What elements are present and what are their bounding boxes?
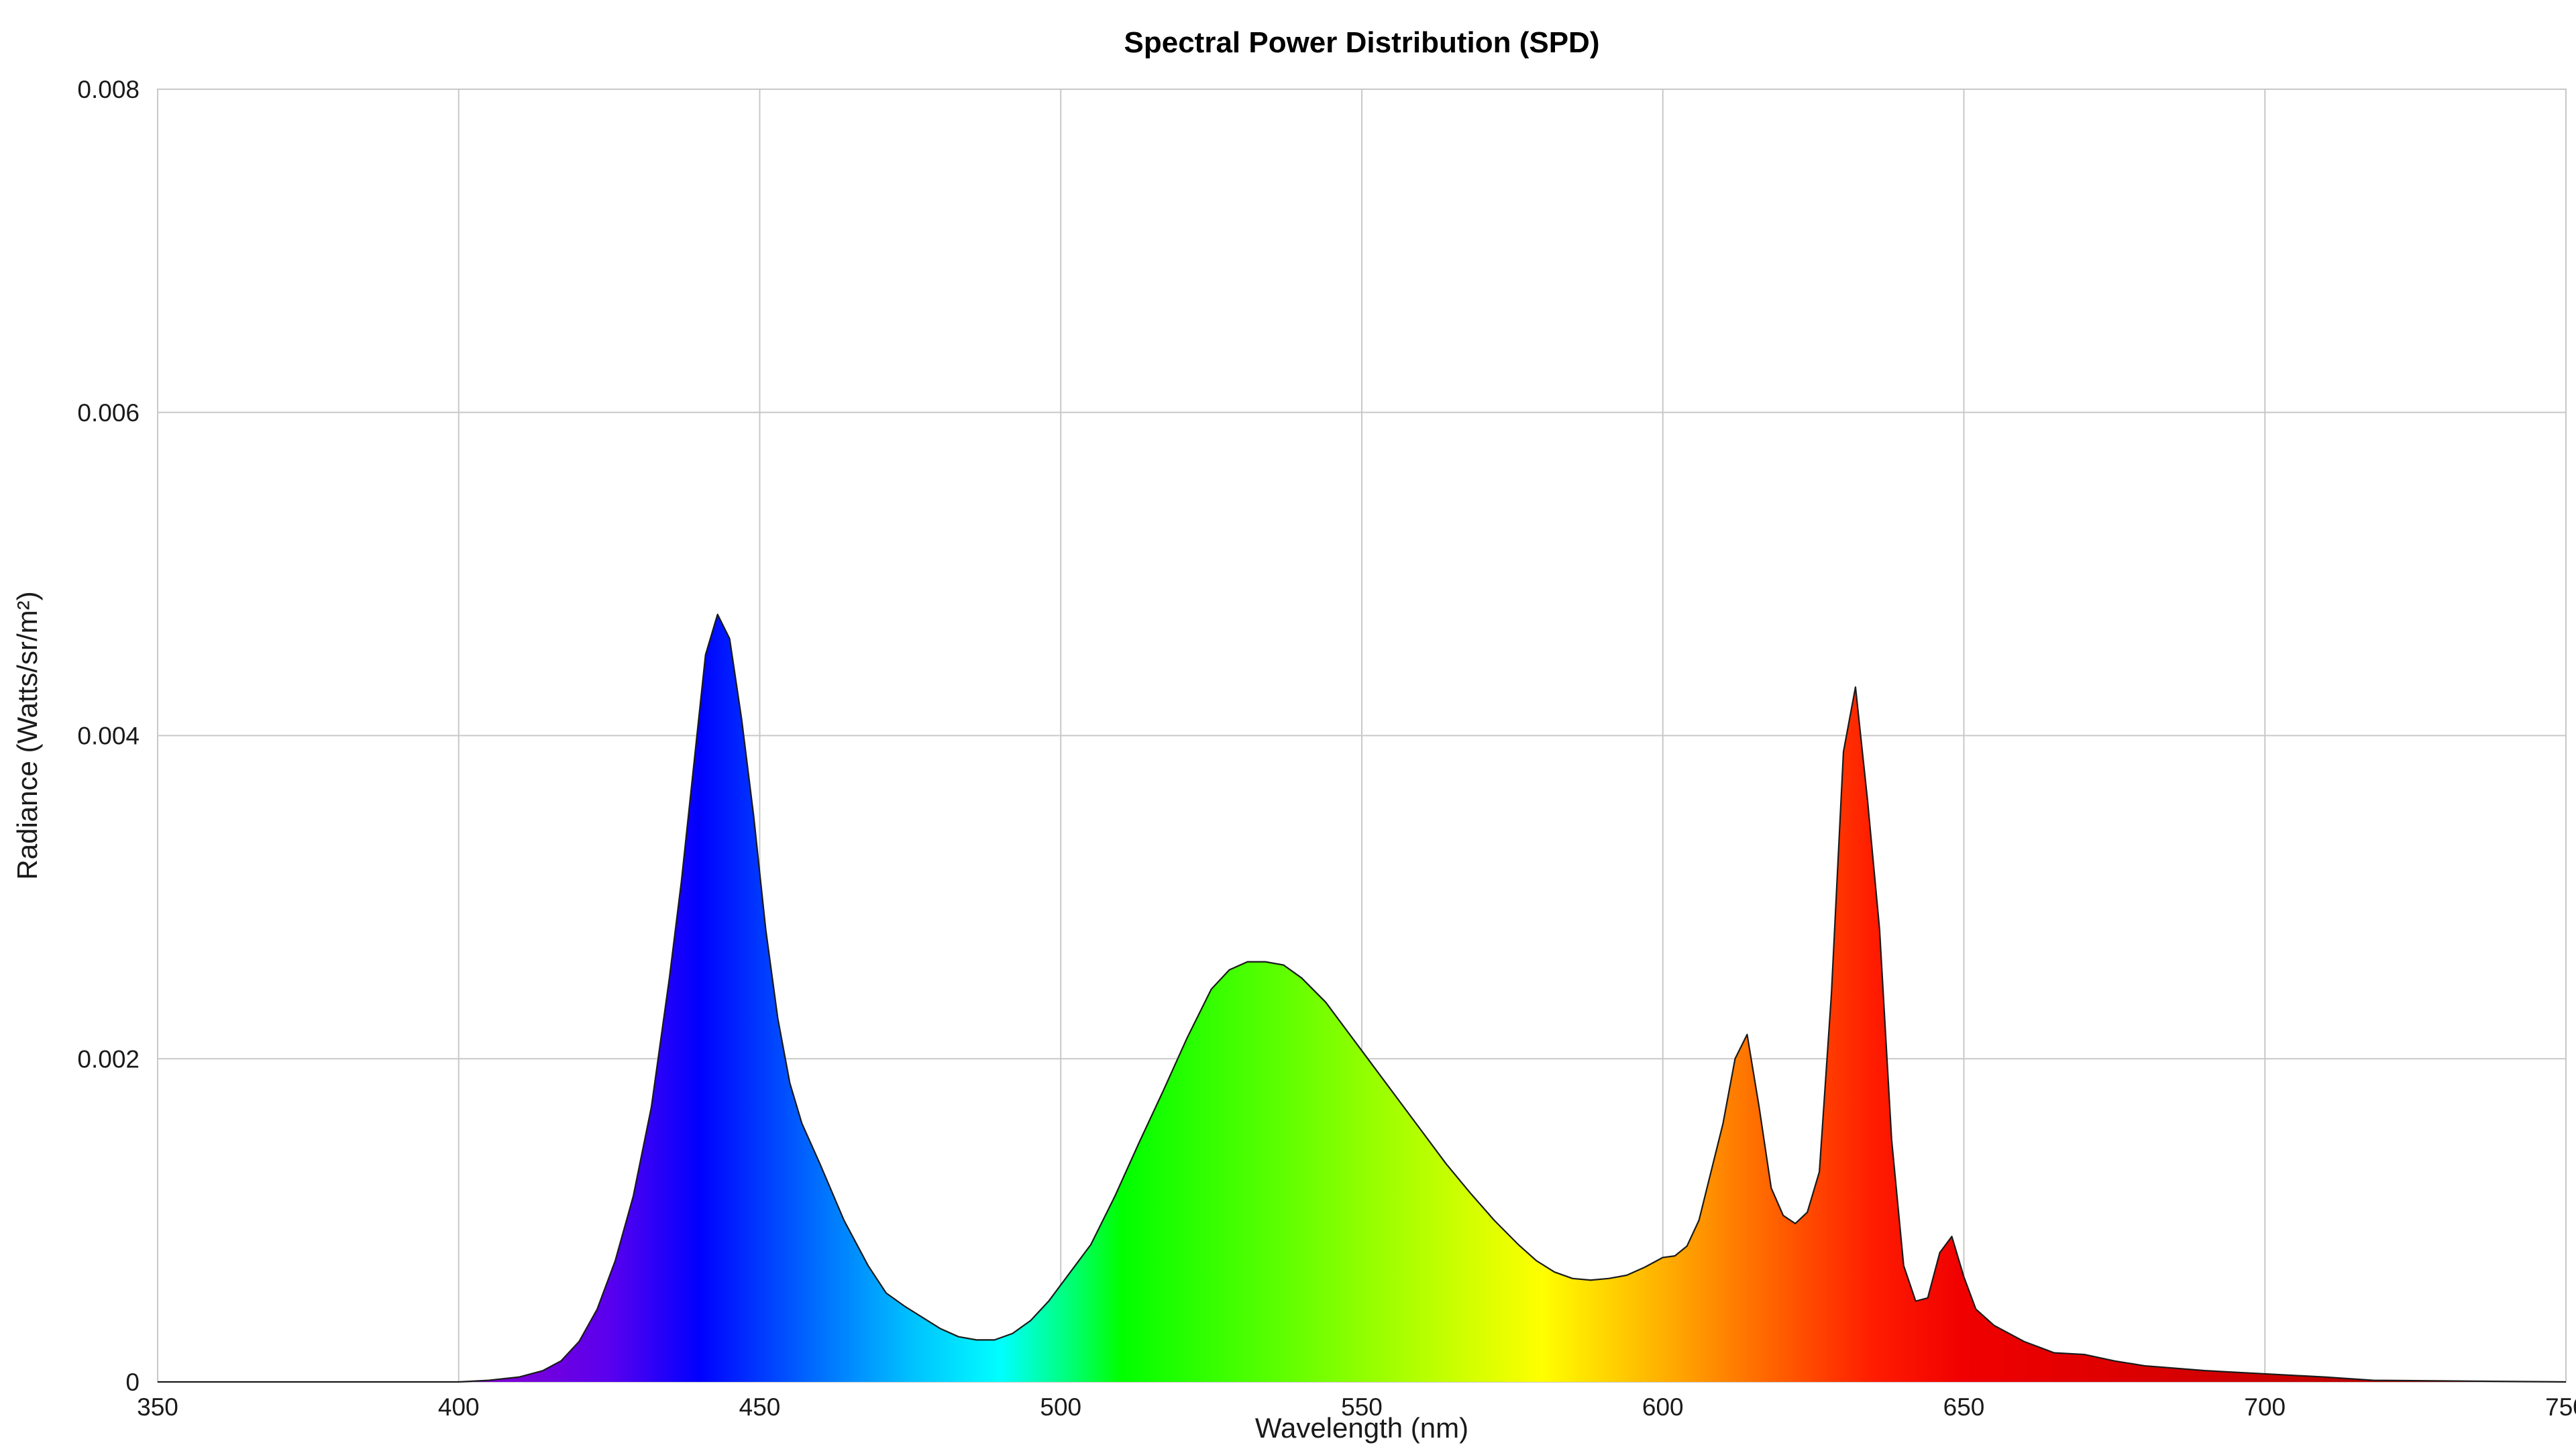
x-tick-label: 600	[1642, 1393, 1684, 1421]
x-axis-ticks: 350 400 450 500 550 600 650 700 750	[137, 1393, 2576, 1421]
x-axis-title: Wavelength (nm)	[1255, 1412, 1468, 1444]
y-axis-ticks: 0 0.002 0.004 0.006 0.008	[77, 76, 140, 1396]
y-axis-title: Radiance (Watts/sr/m²)	[11, 591, 43, 879]
x-tick-label: 500	[1040, 1393, 1081, 1421]
x-tick-label: 350	[137, 1393, 178, 1421]
x-tick-label: 650	[1943, 1393, 1985, 1421]
spectrum-curve-line	[158, 613, 2567, 1383]
x-tick-label: 750	[2545, 1393, 2576, 1421]
y-tick-label: 0.006	[77, 399, 140, 427]
y-tick-label: 0.008	[77, 76, 140, 103]
x-tick-label: 400	[438, 1393, 480, 1421]
chart-title: Spectral Power Distribution (SPD)	[1124, 26, 1600, 59]
x-tick-label: 550	[1341, 1393, 1383, 1421]
y-tick-label: 0.002	[77, 1045, 140, 1073]
spectrum-area	[158, 614, 2566, 1382]
x-tick-label: 700	[2244, 1393, 2286, 1421]
y-tick-label: 0.004	[77, 722, 140, 750]
x-tick-label: 450	[739, 1393, 781, 1421]
y-tick-label: 0	[125, 1368, 140, 1396]
